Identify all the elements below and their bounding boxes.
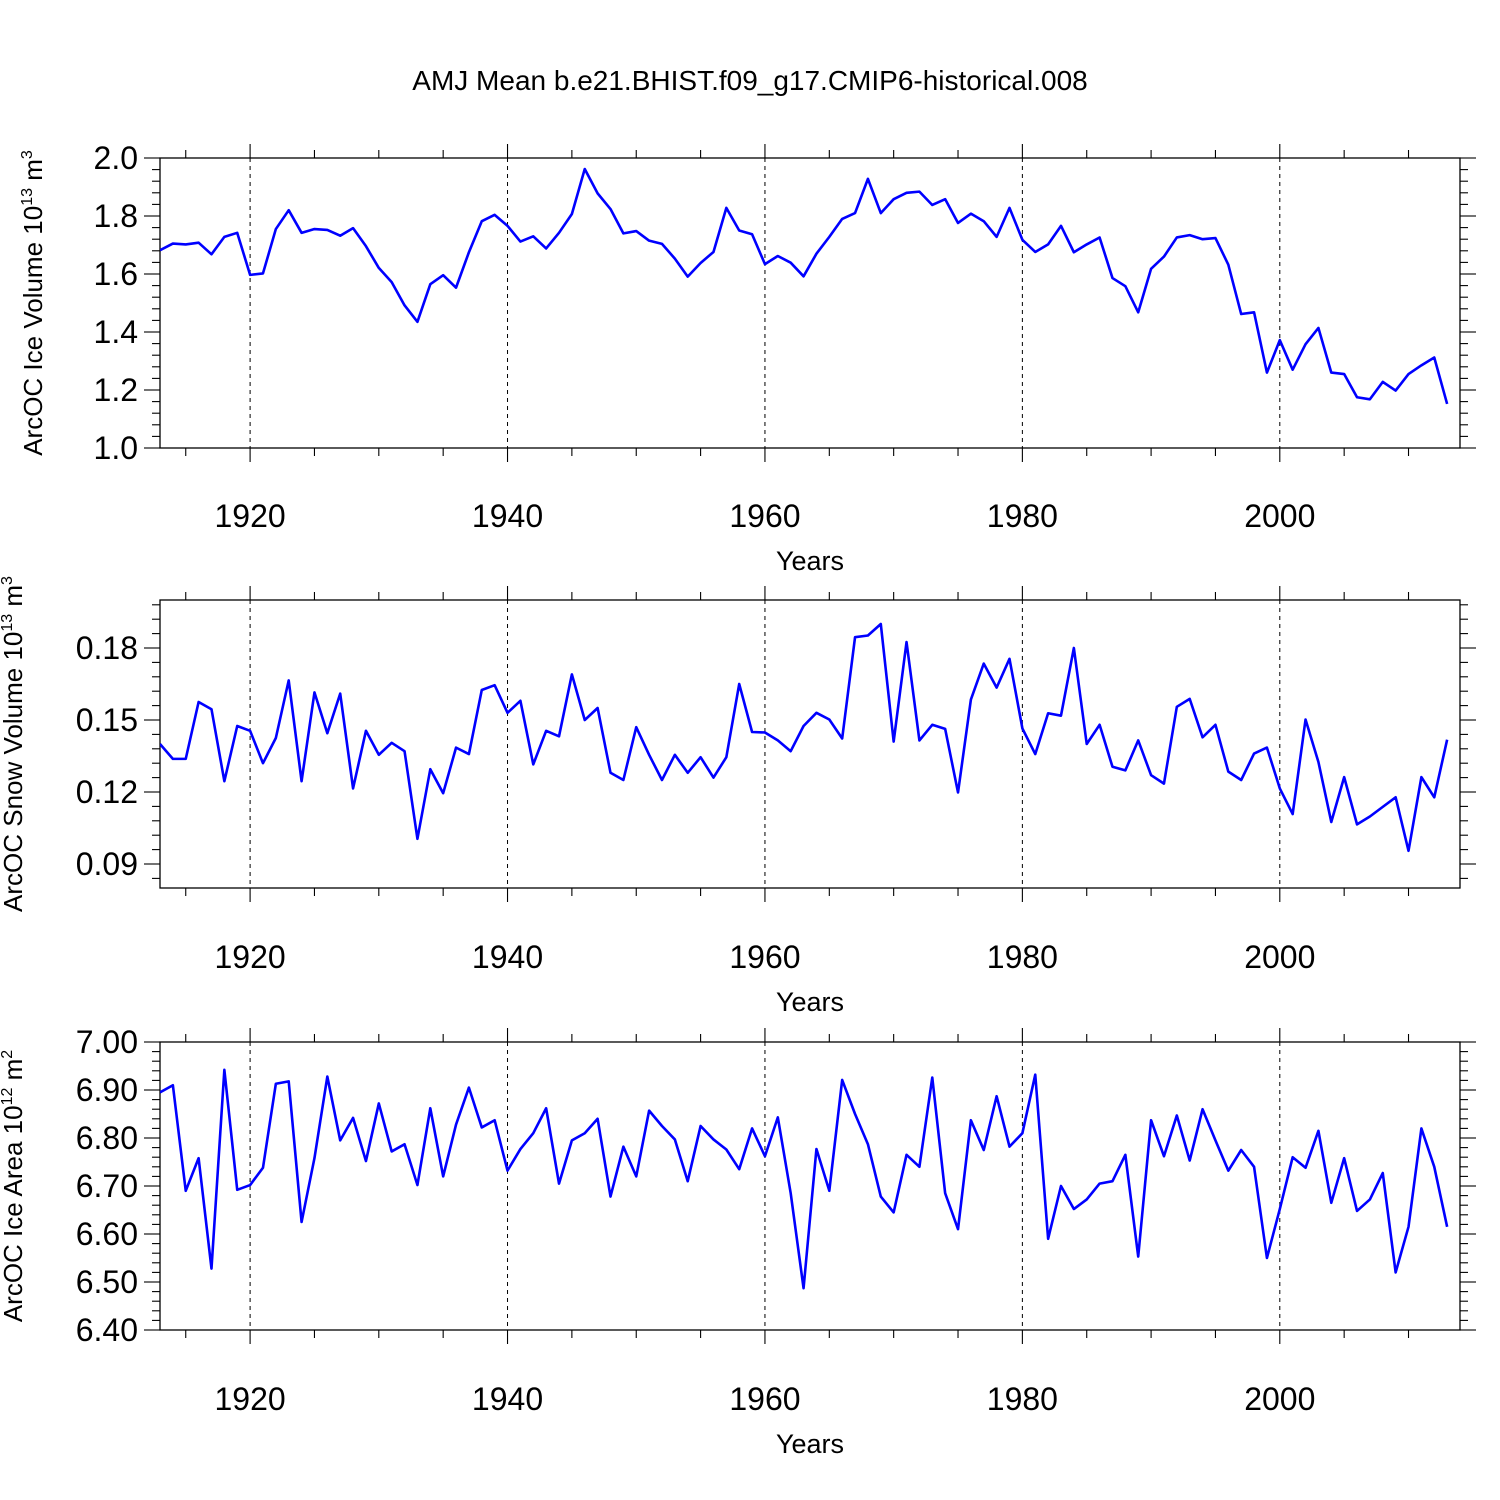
ice-area-series-line (160, 1068, 1449, 1290)
snow-volume-xaxis-label: Years (776, 987, 844, 1017)
ice-volume-ytick-label: 1.6 (94, 256, 138, 292)
ice-area-ytick-label: 6.50 (76, 1264, 138, 1300)
ice-area-ytick-label: 6.40 (76, 1312, 138, 1348)
snow-volume-ytick-label: 0.15 (76, 702, 138, 738)
snow-volume-ytick-label: 0.12 (76, 774, 138, 810)
ice-volume-xtick-label: 2000 (1244, 498, 1315, 534)
snow-volume-xtick-label: 1940 (472, 939, 543, 975)
ice-area-yaxis-label: ArcOC Ice Area 1012 m2 (0, 1050, 28, 1322)
snow-volume-xtick-label: 1920 (215, 939, 286, 975)
ice-volume-series-line (160, 167, 1449, 405)
ice-volume-ytick-label: 1.0 (94, 430, 138, 466)
ice-area-xtick-label: 1920 (215, 1381, 286, 1417)
ice-area-xtick-label: 1940 (472, 1381, 543, 1417)
panel-ice-volume: 1.0 1.2 1.4 1.6 1.8 2.0 1920 1940 1960 1980 2000 Ye… (18, 140, 1476, 576)
snow-volume-xtick-label: 1960 (729, 939, 800, 975)
panel-snow-volume: 0.09 0.12 0.15 0.18 1920 1940 1960 1980 2000 Year… (0, 576, 1476, 1017)
ice-area-xtick-label: 1960 (729, 1381, 800, 1417)
ice-area-ytick-label: 6.60 (76, 1216, 138, 1252)
ice-area-ytick-label: 6.80 (76, 1120, 138, 1156)
ice-area-xaxis-label: Years (776, 1429, 844, 1459)
panel-ice-area: 6.40 6.50 6.60 6.70 6.80 6.90 7.00 1920 1940 1960… (0, 1024, 1476, 1459)
ice-volume-xtick-label: 1960 (729, 498, 800, 534)
ice-area-ytick-label: 7.00 (76, 1024, 138, 1060)
ice-volume-xtick-label: 1920 (215, 498, 286, 534)
ice-area-xtick-label: 1980 (987, 1381, 1058, 1417)
snow-volume-yaxis-label: ArcOC Snow Volume 1013 m3 (0, 576, 28, 912)
snow-volume-plot-frame (159, 599, 1461, 889)
ice-volume-ytick-label: 2.0 (94, 140, 138, 176)
ice-volume-xtick-label: 1980 (987, 498, 1058, 534)
ice-volume-ytick-label: 1.2 (94, 372, 138, 408)
snow-volume-ytick-label: 0.09 (76, 846, 138, 882)
snow-volume-xtick-label: 1980 (987, 939, 1058, 975)
ice-area-ytick-label: 6.90 (76, 1072, 138, 1108)
snow-volume-ytick-label: 0.18 (76, 630, 138, 666)
ice-volume-yaxis-label: ArcOC Ice Volume 1013 m3 (18, 150, 48, 456)
ice-area-xtick-label: 2000 (1244, 1381, 1315, 1417)
ice-volume-ytick-label: 1.4 (94, 314, 138, 350)
ice-area-plot-frame (159, 1041, 1461, 1331)
snow-volume-series-line (160, 622, 1449, 853)
figure-title: AMJ Mean b.e21.BHIST.f09_g17.CMIP6-histo… (412, 65, 1087, 96)
ice-volume-xaxis-label: Years (776, 546, 844, 576)
ice-volume-plot-frame (159, 157, 1461, 449)
ice-area-ytick-label: 6.70 (76, 1168, 138, 1204)
ice-volume-ytick-label: 1.8 (94, 198, 138, 234)
snow-volume-xtick-label: 2000 (1244, 939, 1315, 975)
ice-volume-xtick-label: 1940 (472, 498, 543, 534)
